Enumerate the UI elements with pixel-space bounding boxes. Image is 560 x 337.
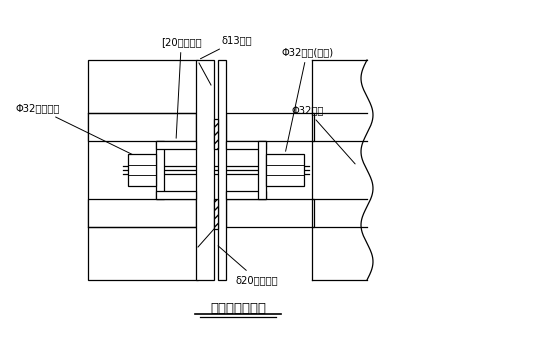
- Text: Φ32拉杆: Φ32拉杆: [291, 105, 355, 164]
- Polygon shape: [214, 199, 218, 229]
- Polygon shape: [214, 119, 218, 149]
- Bar: [156, 191, 196, 199]
- Text: Φ32粗制螺母: Φ32粗制螺母: [15, 103, 148, 162]
- Bar: [226, 141, 266, 149]
- Bar: [88, 199, 196, 227]
- Text: Φ32螺母(加长): Φ32螺母(加长): [281, 47, 333, 151]
- Bar: [128, 154, 156, 186]
- Text: δ20加强钢板: δ20加强钢板: [218, 246, 279, 285]
- Bar: [226, 199, 314, 227]
- Text: 拉杆位置大样图: 拉杆位置大样图: [210, 303, 266, 315]
- Bar: [226, 191, 266, 199]
- Bar: [218, 60, 226, 280]
- Bar: [226, 113, 314, 141]
- Bar: [156, 141, 164, 199]
- Bar: [88, 113, 196, 141]
- Bar: [258, 141, 266, 199]
- Bar: [88, 60, 198, 280]
- Bar: [196, 60, 214, 280]
- Text: δ13模面: δ13模面: [200, 35, 253, 59]
- Text: [20加强槽钢: [20加强槽钢: [161, 37, 202, 138]
- Bar: [266, 154, 304, 186]
- Bar: [156, 141, 196, 149]
